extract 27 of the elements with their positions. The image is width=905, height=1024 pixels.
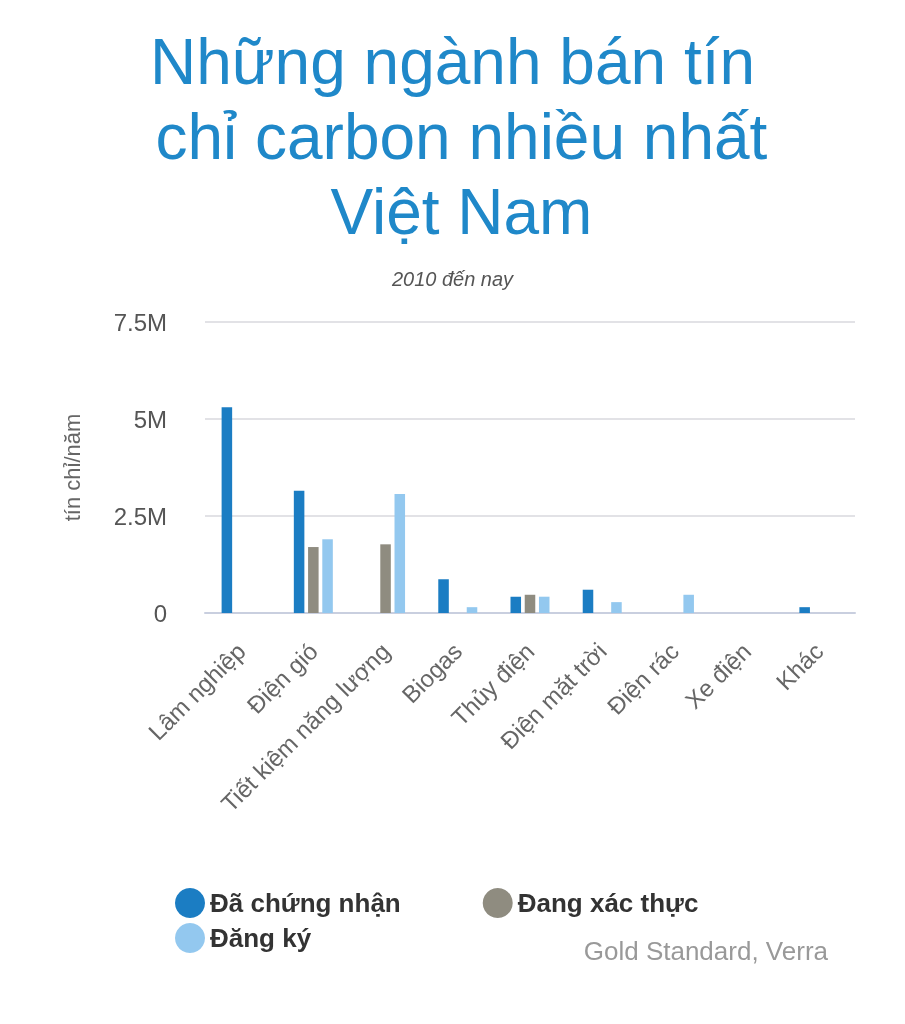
bar — [438, 579, 449, 613]
legend-label: Đang xác thực — [517, 888, 699, 918]
bar — [538, 596, 550, 613]
chart-subtitle: 2010 đến nay — [390, 268, 515, 290]
bar — [683, 594, 694, 613]
y-axis-title: tín chỉ/năm — [59, 413, 85, 522]
y-tick-label: 0 — [153, 599, 167, 627]
legend-label: Đã chứng nhận — [210, 888, 401, 918]
bar — [524, 594, 536, 613]
bar — [611, 602, 622, 613]
bar — [293, 490, 305, 613]
y-tick-label: 7.5M — [113, 308, 167, 336]
bar — [322, 539, 333, 613]
bar — [394, 493, 406, 613]
bar — [582, 589, 594, 613]
chart-title: Những ngành bán tín chỉ carbon nhiều nhất Việt Nam — [137, 25, 768, 248]
bar — [510, 596, 522, 613]
legend-label: Đăng ký — [210, 923, 312, 953]
bar — [380, 544, 391, 613]
y-tick-label: 2.5M — [113, 502, 167, 530]
text: Gold Standard, Verra — [583, 936, 829, 966]
bar — [466, 607, 478, 613]
bar — [308, 547, 319, 613]
x-tick-label: Xe điện — [679, 637, 757, 715]
bar — [799, 607, 810, 613]
bar — [221, 407, 233, 613]
y-tick-label: 5M — [133, 405, 167, 433]
